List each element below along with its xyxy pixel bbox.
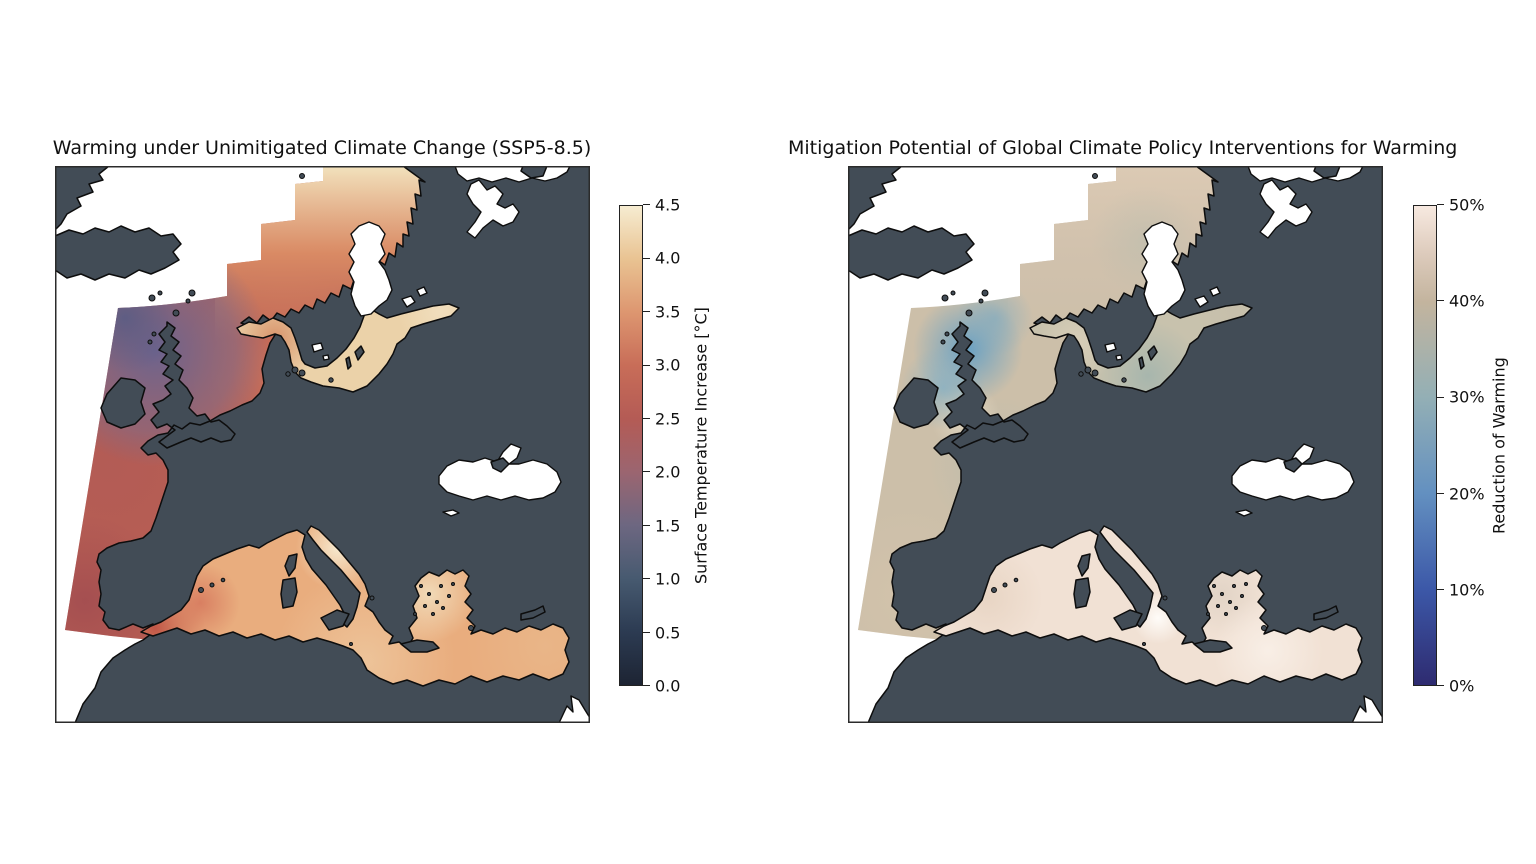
colorbar-tick	[643, 524, 650, 526]
colorbar-tick	[1437, 685, 1444, 687]
colorbar-tick	[643, 417, 650, 419]
colorbar-temperature-label: Surface Temperature Increase [°C]	[691, 307, 711, 584]
colorbar-tick-label: 3.0	[655, 355, 681, 375]
colorbar-tick-label: 0%	[1449, 676, 1475, 696]
colorbar-tick-label: 4.5	[655, 195, 681, 215]
map-mitigation-potential	[848, 166, 1383, 723]
colorbar-tick-label: 4.0	[655, 248, 681, 268]
colorbar-tick-label: 30%	[1449, 387, 1485, 407]
colorbar-tick	[1437, 204, 1444, 206]
colorbar-tick	[643, 311, 650, 313]
axes-frame	[848, 166, 1383, 723]
colorbar-tick	[1437, 589, 1444, 590]
colorbar-tick	[643, 257, 650, 259]
map-warming-ssp585	[55, 166, 590, 723]
left-panel-title: Warming under Unimitigated Climate Chang…	[52, 137, 592, 159]
colorbar-tick	[643, 204, 650, 206]
right-panel-title: Mitigation Potential of Global Climate P…	[788, 137, 1458, 159]
colorbar-tick-label: 1.0	[655, 569, 681, 589]
colorbar-tick-label: 40%	[1449, 291, 1485, 311]
colorbar-tick	[643, 578, 650, 580]
colorbar-tick-label: 10%	[1449, 580, 1485, 600]
colorbar-tick	[1437, 492, 1444, 494]
colorbar-temperature	[619, 205, 643, 686]
axes-frame	[55, 166, 590, 723]
colorbar-tick	[1437, 300, 1444, 302]
colorbar-reduction-label: Reduction of Warming	[1489, 357, 1509, 534]
colorbar-tick	[643, 631, 650, 633]
colorbar-tick-label: 50%	[1449, 195, 1485, 215]
colorbar-tick-label: 2.5	[655, 409, 681, 429]
colorbar-tick-label: 1.5	[655, 516, 681, 536]
colorbar-tick	[643, 364, 650, 366]
colorbar-reduction-ticks: 0% 10% 20% 30% 40% 50%	[1437, 196, 1517, 696]
colorbar-tick-label: 2.0	[655, 462, 681, 482]
colorbar-tick-label: 3.5	[655, 302, 681, 322]
colorbar-tick	[643, 685, 650, 687]
colorbar-tick-label: 20%	[1449, 484, 1485, 504]
colorbar-reduction	[1413, 205, 1437, 686]
colorbar-tick-label: 0.5	[655, 623, 681, 643]
colorbar-tick-label: 0.0	[655, 676, 681, 696]
colorbar-tick	[643, 471, 650, 473]
colorbar-temperature-ticks: 0.0 0.5 1.0 1.5 2.0 2.5 3.0 3.5 4.0 4.5	[643, 196, 723, 696]
colorbar-tick	[1437, 396, 1444, 398]
